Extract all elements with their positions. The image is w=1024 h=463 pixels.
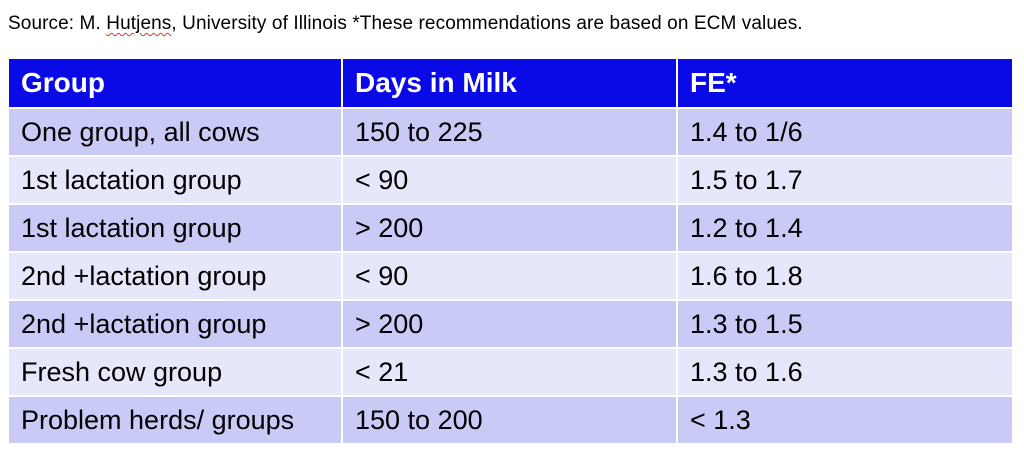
cell-days-in-milk: > 200 (342, 299, 678, 348)
table-row: Problem herds/ groups 150 to 200 < 1.3 (9, 395, 1012, 443)
cell-fe: 1.4 to 1/6 (677, 107, 1012, 156)
cell-days-in-milk: < 21 (342, 347, 678, 396)
cell-group: 2nd +lactation group (9, 251, 343, 300)
cell-days-in-milk: 150 to 225 (342, 107, 678, 156)
cell-group: One group, all cows (9, 107, 343, 156)
cell-days-in-milk: > 200 (342, 203, 678, 252)
feed-efficiency-table: Group Days in Milk FE* One group, all co… (9, 59, 1012, 443)
header-fe: FE* (677, 59, 1012, 108)
table-header-row: Group Days in Milk FE* (9, 59, 1012, 108)
cell-fe: 1.6 to 1.8 (677, 251, 1012, 300)
source-prefix: Source: M. (8, 13, 107, 34)
cell-fe: 1.5 to 1.7 (677, 155, 1012, 204)
cell-days-in-milk: < 90 (342, 155, 678, 204)
table-row: 1st lactation group > 200 1.2 to 1.4 (9, 203, 1012, 252)
source-note: Source: M. Hutjens, University of Illino… (8, 13, 803, 35)
table-row: 1st lactation group < 90 1.5 to 1.7 (9, 155, 1012, 204)
cell-fe: < 1.3 (677, 395, 1012, 443)
source-suffix: , University of Illinois *These recommen… (171, 13, 803, 34)
cell-group: 1st lactation group (9, 203, 343, 252)
cell-fe: 1.3 to 1.6 (677, 347, 1012, 396)
cell-group: Fresh cow group (9, 347, 343, 396)
table-row: Fresh cow group < 21 1.3 to 1.6 (9, 347, 1012, 396)
table-row: 2nd +lactation group > 200 1.3 to 1.5 (9, 299, 1012, 348)
table-row: 2nd +lactation group < 90 1.6 to 1.8 (9, 251, 1012, 300)
cell-group: 2nd +lactation group (9, 299, 343, 348)
table-row: One group, all cows 150 to 225 1.4 to 1/… (9, 107, 1012, 156)
cell-fe: 1.2 to 1.4 (677, 203, 1012, 252)
cell-group: Problem herds/ groups (9, 395, 343, 443)
cell-days-in-milk: < 90 (342, 251, 678, 300)
cell-days-in-milk: 150 to 200 (342, 395, 678, 443)
source-author: Hutjens (106, 13, 172, 34)
header-days-in-milk: Days in Milk (342, 59, 678, 108)
cell-fe: 1.3 to 1.5 (677, 299, 1012, 348)
header-group: Group (9, 59, 343, 108)
cell-group: 1st lactation group (9, 155, 343, 204)
